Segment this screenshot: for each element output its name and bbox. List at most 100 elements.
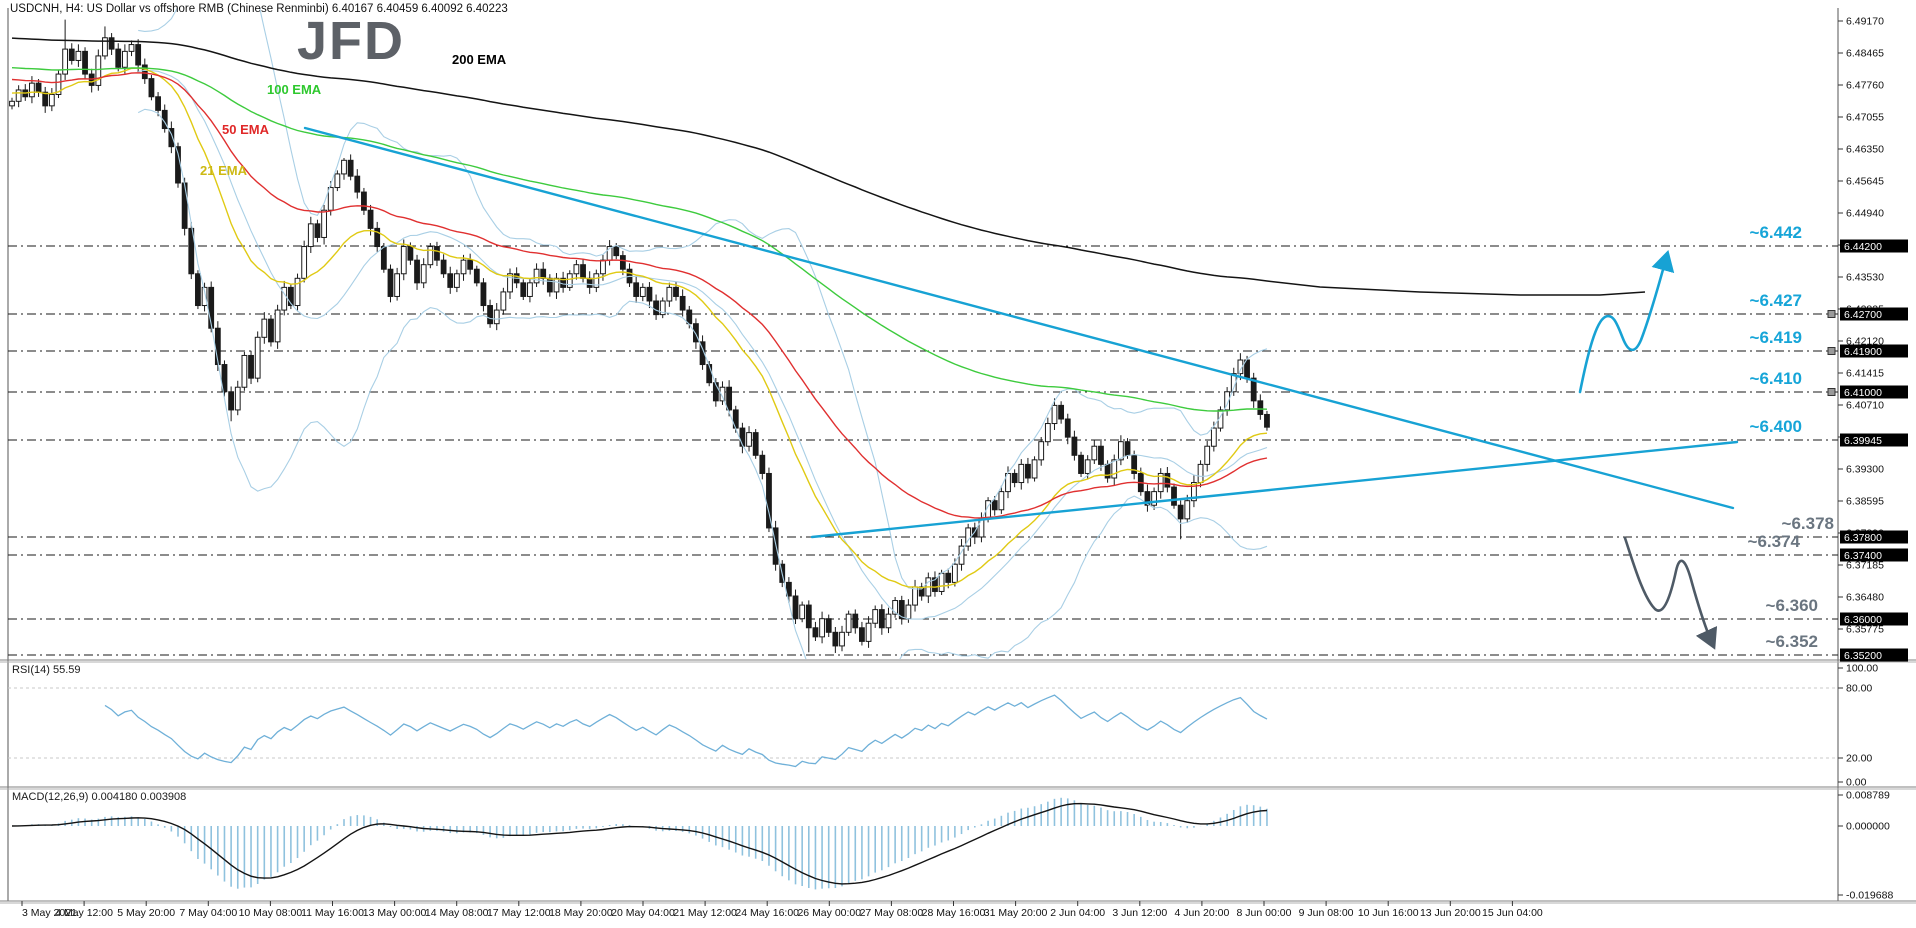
candle-bear (480, 282, 487, 307)
level-label-6.378: ~6.378 (1781, 514, 1834, 533)
candle-bear (699, 341, 706, 366)
candle-bear (945, 572, 952, 583)
price-level-box-label: 6.42700 (1844, 309, 1882, 321)
time-label[interactable]: 4 May 12:00 (55, 907, 113, 919)
candle-bear (181, 182, 188, 229)
time-label[interactable]: 9 Jun 08:00 (1299, 907, 1354, 919)
time-label[interactable]: 20 May 04:00 (611, 907, 675, 919)
candle-bull (1210, 427, 1217, 447)
candle-bear (932, 577, 938, 592)
price-tick-label: 6.43530 (1846, 272, 1884, 284)
candle-bull (1051, 404, 1058, 425)
trendline-descending[interactable] (303, 126, 1735, 510)
time-label[interactable]: 28 May 16:00 (922, 907, 986, 919)
bollinger-middle (138, 69, 1268, 620)
candle-bull (281, 286, 288, 311)
time-label[interactable]: 11 May 16:00 (301, 907, 364, 919)
candle-bull (201, 286, 208, 307)
price-tick-label: 6.38595 (1846, 496, 1884, 508)
time-label[interactable]: 17 May 12:00 (487, 907, 551, 919)
candle-bear (195, 273, 201, 307)
candle-bull (301, 246, 308, 279)
time-label[interactable]: 26 May 00:00 (797, 907, 861, 919)
candle-bull (1191, 482, 1197, 502)
projection-up-arrow[interactable] (1578, 249, 1675, 394)
candle-bull (29, 82, 35, 98)
bollinger-lower (137, 108, 1268, 659)
candle-bull (1157, 472, 1164, 493)
rsi-scale-label: 20.00 (1846, 753, 1872, 765)
time-label[interactable]: 3 May 2021 (22, 907, 77, 919)
candle-bear (380, 246, 387, 270)
time-label[interactable]: 2 Jun 04:00 (1050, 907, 1105, 919)
macd-indicator-label: MACD(12,26,9) 0.004180 0.003908 (12, 791, 187, 803)
candle-bull (507, 273, 513, 293)
candle-bear (633, 282, 640, 297)
trendline-ascending[interactable] (810, 440, 1739, 539)
candle-bull (951, 563, 958, 583)
time-label[interactable]: 10 May 08:00 (239, 907, 303, 919)
candle-bear (1124, 441, 1131, 456)
candle-bear (1025, 463, 1031, 479)
candle-bull (639, 286, 646, 297)
time-label[interactable]: 24 May 16:00 (735, 907, 799, 919)
time-label[interactable]: 13 Jun 20:00 (1420, 907, 1481, 919)
candle-bear (1257, 400, 1264, 415)
price-tick-label: 6.41415 (1846, 368, 1884, 380)
candle-bear (812, 627, 819, 638)
candle-bull (341, 159, 347, 175)
candle-bull (600, 259, 606, 275)
candle-bear (759, 454, 766, 474)
level-label-6.419: ~6.419 (1749, 328, 1802, 347)
price-level-box-label: 6.37400 (1844, 550, 1882, 562)
candle-bull (334, 173, 341, 189)
candle-bull (566, 273, 573, 288)
time-label[interactable]: 4 Jun 20:00 (1174, 907, 1229, 919)
time-label[interactable]: 21 May 12:00 (673, 907, 737, 919)
time-label[interactable]: 8 Jun 00:00 (1237, 907, 1292, 919)
time-label[interactable]: 3 Jun 12:00 (1112, 907, 1167, 919)
candle-bear (1177, 504, 1184, 520)
candle-bull (274, 309, 281, 343)
candle-bear (619, 255, 626, 270)
time-label[interactable]: 15 Jun 04:00 (1482, 907, 1543, 919)
time-label[interactable]: 31 May 20:00 (984, 907, 1048, 919)
price-tick-label: 6.47760 (1846, 80, 1884, 92)
candle-bull (892, 600, 899, 615)
price-level-box (1840, 344, 1908, 358)
level-label-6.360: ~6.360 (1765, 596, 1818, 615)
candle-bull (1038, 441, 1045, 461)
price-level-box-label: 6.37800 (1844, 532, 1882, 544)
candle-bull (128, 44, 135, 52)
candle-bear (354, 175, 361, 193)
candle-bear (752, 432, 759, 456)
candle-bear (1144, 491, 1151, 506)
candle-bull (1217, 409, 1224, 429)
candle-bull (905, 604, 912, 620)
candle-bear (540, 268, 547, 279)
level-handle[interactable] (1827, 310, 1836, 318)
candle-bear (1064, 418, 1071, 438)
price-tick-label: 6.35775 (1846, 624, 1884, 636)
candle-bear (859, 627, 865, 642)
time-label[interactable]: 18 May 20:00 (549, 907, 613, 919)
candle-bear (766, 472, 772, 529)
time-label[interactable]: 5 May 20:00 (117, 907, 175, 919)
candle-bear (693, 323, 699, 343)
candle-bull (241, 354, 248, 388)
time-label[interactable]: 7 May 04:00 (179, 907, 237, 919)
candle-bear (374, 227, 381, 248)
time-label[interactable]: 14 May 08:00 (425, 907, 489, 919)
time-label[interactable]: 10 Jun 16:00 (1358, 907, 1419, 919)
ema-200-line (11, 37, 1646, 296)
candle-bear (414, 259, 420, 284)
level-handle[interactable] (1827, 347, 1836, 355)
time-label[interactable]: 27 May 08:00 (860, 907, 924, 919)
price-tick-label: 6.45645 (1846, 176, 1884, 188)
level-handle[interactable] (1827, 388, 1836, 396)
time-label[interactable]: 13 May 00:00 (363, 907, 427, 919)
price-level-box (1840, 548, 1908, 562)
projection-down-arrow[interactable] (1623, 536, 1718, 650)
